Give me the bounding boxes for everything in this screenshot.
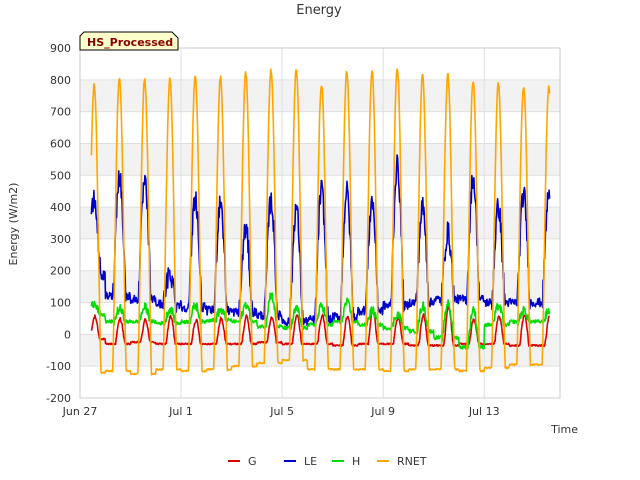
y-axis-ticks: -200 -100 0 100 200 300 400 500 600 700 800 900 <box>46 42 71 405</box>
x-tick-label: Jul 5 <box>269 405 294 418</box>
series-line-h <box>90 292 551 350</box>
y-tick-label: 400 <box>50 201 71 214</box>
y-tick-label: -100 <box>46 360 71 373</box>
processed-badge: HS_Processed <box>79 31 179 51</box>
y-tick-label: 0 <box>64 328 71 341</box>
y-tick-label: 800 <box>50 74 71 87</box>
series-line-g <box>90 305 551 348</box>
x-axis-label: Time <box>550 423 578 436</box>
grid-band <box>80 207 560 239</box>
legend-label-h: H <box>352 455 360 468</box>
legend: G LE H RNET <box>228 455 427 468</box>
legend-label-rnet: RNET <box>397 455 427 468</box>
chart-title: Energy <box>296 3 342 18</box>
series-line-le <box>90 154 551 329</box>
y-tick-label: -200 <box>46 392 71 405</box>
legend-label-g: G <box>248 455 257 468</box>
x-tick-label: Jul 1 <box>168 405 193 418</box>
x-axis-ticks: Jun 27 Jul 1 Jul 5 Jul 9 Jul 13 <box>62 405 500 418</box>
y-tick-label: 300 <box>50 233 71 246</box>
y-tick-label: 100 <box>50 297 71 310</box>
legend-label-le: LE <box>304 455 317 468</box>
y-axis-label: Energy (W/m2) <box>7 183 20 266</box>
plot-frame <box>79 47 561 399</box>
series-line-rnet <box>90 68 551 376</box>
y-tick-label: 200 <box>50 265 71 278</box>
x-tick-label: Jul 13 <box>468 405 500 418</box>
x-tick-label: Jun 27 <box>62 405 98 418</box>
y-tick-label: 900 <box>50 42 71 55</box>
badge-label: HS_Processed <box>87 36 173 49</box>
grid-band <box>80 143 560 176</box>
x-tick-label: Jul 9 <box>370 405 395 418</box>
y-tick-label: 500 <box>50 169 71 182</box>
grid-band <box>80 334 560 367</box>
y-tick-label: 600 <box>50 137 71 150</box>
badge-shape <box>79 31 179 51</box>
series-layer <box>90 68 551 376</box>
y-tick-label: 700 <box>50 106 71 119</box>
